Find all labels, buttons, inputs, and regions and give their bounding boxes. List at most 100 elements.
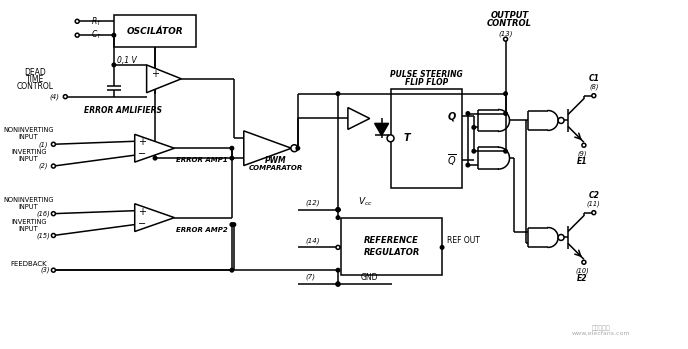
Circle shape xyxy=(336,282,340,286)
Polygon shape xyxy=(375,124,389,135)
Text: NONINVERTING: NONINVERTING xyxy=(3,197,54,203)
Circle shape xyxy=(336,245,340,250)
Text: REFERENCE: REFERENCE xyxy=(364,236,419,245)
Circle shape xyxy=(582,143,586,147)
Text: +: + xyxy=(151,69,158,79)
Text: DEAD: DEAD xyxy=(25,68,47,77)
Polygon shape xyxy=(244,131,292,165)
Text: GND: GND xyxy=(361,273,378,282)
Text: 电子发烧友
www.elecfans.com: 电子发烧友 www.elecfans.com xyxy=(572,325,630,336)
Text: INVERTING: INVERTING xyxy=(11,218,46,225)
Text: (7): (7) xyxy=(305,274,315,280)
Circle shape xyxy=(52,212,56,216)
Text: (15): (15) xyxy=(36,232,50,239)
Text: −: − xyxy=(138,149,146,159)
Text: INPUT: INPUT xyxy=(19,156,39,162)
Text: +: + xyxy=(138,207,146,217)
Text: $C_T$: $C_T$ xyxy=(91,29,102,42)
Text: (10): (10) xyxy=(575,268,589,274)
Text: INPUT: INPUT xyxy=(19,225,39,231)
Circle shape xyxy=(230,147,234,150)
Circle shape xyxy=(504,37,508,41)
Circle shape xyxy=(230,156,234,160)
Circle shape xyxy=(336,92,340,96)
Circle shape xyxy=(558,235,564,240)
Text: (3): (3) xyxy=(41,267,50,273)
Text: INVERTING: INVERTING xyxy=(11,149,46,155)
Circle shape xyxy=(336,268,340,272)
Circle shape xyxy=(336,208,340,211)
Text: (14): (14) xyxy=(305,237,320,244)
Text: CONTROL: CONTROL xyxy=(17,82,54,91)
Circle shape xyxy=(592,211,596,215)
Circle shape xyxy=(232,223,236,227)
Circle shape xyxy=(504,112,507,115)
Circle shape xyxy=(230,223,234,227)
Text: (8): (8) xyxy=(589,83,599,90)
Text: (13): (13) xyxy=(498,31,513,37)
Text: CONTROL: CONTROL xyxy=(487,19,532,28)
Text: Q: Q xyxy=(448,111,456,121)
Text: REGULATOR: REGULATOR xyxy=(363,248,420,257)
Text: (12): (12) xyxy=(305,200,320,206)
Circle shape xyxy=(472,149,475,153)
Text: INPUT: INPUT xyxy=(19,134,39,140)
Circle shape xyxy=(112,34,116,37)
Text: C2: C2 xyxy=(588,191,599,200)
Circle shape xyxy=(582,260,586,264)
Circle shape xyxy=(466,163,470,167)
Text: PULSE STEERING: PULSE STEERING xyxy=(390,70,462,79)
Text: FEEDBACK: FEEDBACK xyxy=(10,261,47,267)
Circle shape xyxy=(466,112,470,115)
Circle shape xyxy=(52,142,56,146)
Text: ERROR AMP1: ERROR AMP1 xyxy=(176,157,228,163)
Circle shape xyxy=(291,145,298,152)
Polygon shape xyxy=(135,134,174,162)
Text: FLIP FLOP: FLIP FLOP xyxy=(405,78,448,87)
Polygon shape xyxy=(147,65,182,93)
Text: TIME: TIME xyxy=(26,75,45,84)
Text: (16): (16) xyxy=(36,210,50,217)
Circle shape xyxy=(387,135,394,142)
Text: (9): (9) xyxy=(577,151,587,157)
Circle shape xyxy=(153,156,157,160)
Text: $V_{cc}$: $V_{cc}$ xyxy=(358,195,373,208)
Polygon shape xyxy=(348,107,369,129)
Text: E2: E2 xyxy=(577,274,587,283)
Text: (11): (11) xyxy=(587,200,601,207)
Bar xyxy=(341,218,442,275)
Text: C1: C1 xyxy=(588,74,599,83)
Text: NONINVERTING: NONINVERTING xyxy=(3,127,54,133)
Circle shape xyxy=(52,164,56,168)
Text: REF OUT: REF OUT xyxy=(447,236,480,245)
Polygon shape xyxy=(135,204,174,231)
Circle shape xyxy=(63,95,67,99)
Circle shape xyxy=(440,246,444,249)
Text: +: + xyxy=(138,137,146,147)
Circle shape xyxy=(558,118,564,124)
Text: ERROR AMLIFIERS: ERROR AMLIFIERS xyxy=(84,106,162,115)
Circle shape xyxy=(504,149,507,153)
Bar xyxy=(391,89,462,188)
Text: $\overline{Q}$: $\overline{Q}$ xyxy=(447,152,457,168)
Circle shape xyxy=(52,233,56,237)
Text: OUTPUT: OUTPUT xyxy=(491,11,528,20)
Circle shape xyxy=(75,19,79,23)
Bar xyxy=(114,15,196,47)
Text: 0,1 V: 0,1 V xyxy=(117,57,137,66)
Text: INPUT: INPUT xyxy=(19,204,39,210)
Circle shape xyxy=(112,63,116,67)
Text: T: T xyxy=(403,133,410,143)
Circle shape xyxy=(75,33,79,37)
Circle shape xyxy=(336,282,340,286)
Text: (1): (1) xyxy=(39,141,48,148)
Circle shape xyxy=(52,268,56,272)
Circle shape xyxy=(336,208,340,212)
Circle shape xyxy=(296,147,299,150)
Circle shape xyxy=(472,126,475,129)
Circle shape xyxy=(336,216,340,220)
Text: OSCILÁTOR: OSCILÁTOR xyxy=(127,27,184,36)
Text: −: − xyxy=(138,218,146,229)
Text: $R_T$: $R_T$ xyxy=(91,15,102,28)
Text: E1: E1 xyxy=(577,157,587,166)
